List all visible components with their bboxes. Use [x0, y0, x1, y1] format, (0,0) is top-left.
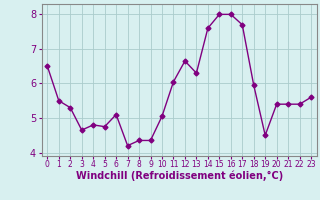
X-axis label: Windchill (Refroidissement éolien,°C): Windchill (Refroidissement éolien,°C) — [76, 171, 283, 181]
